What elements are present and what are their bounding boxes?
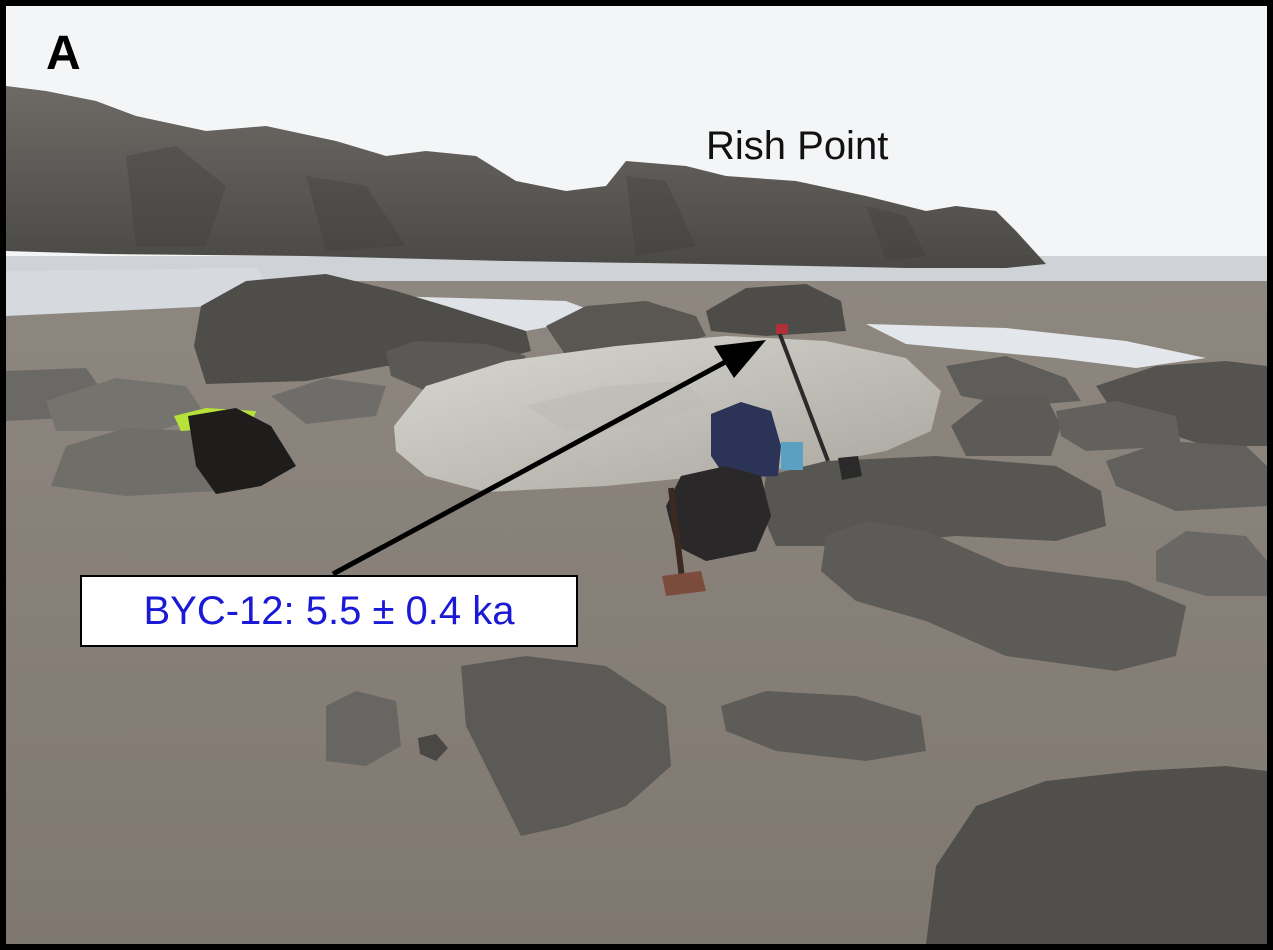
panel-label: A [46,27,81,80]
sample-arrow-head [714,340,766,378]
cliffs [6,86,1046,268]
slab-boulder [761,456,1106,546]
backpack-blue [711,402,781,478]
lagoon [6,268,266,316]
sample-arrow-line [331,357,731,577]
place-label-rish-point: Rish Point [706,124,889,168]
backpack-left [188,408,296,494]
backpack-dark [666,466,771,561]
beach-photo-scene [6,6,1267,944]
sample-age-label: BYC-12: 5.5 ± 0.4 ka [80,575,578,647]
